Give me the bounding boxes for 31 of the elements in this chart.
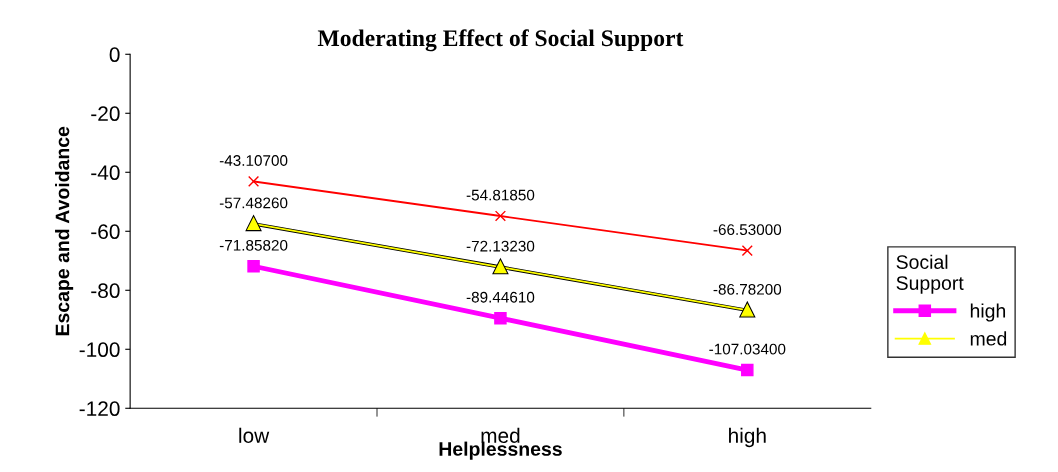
y-tick-label: -20 <box>91 106 120 122</box>
data-label: -89.44610 <box>466 291 535 303</box>
data-label: -57.48260 <box>219 197 288 209</box>
point <box>494 210 506 222</box>
point <box>248 175 260 188</box>
y-axis-title: Escape and Avoidance <box>55 126 74 336</box>
point <box>741 363 754 377</box>
legend-title: Social Support <box>896 254 964 294</box>
point <box>247 260 260 273</box>
legend-label: med <box>970 331 1007 346</box>
y-tick-label: 0 <box>109 47 120 63</box>
y-tick-label: -40 <box>91 165 120 181</box>
y-tick-label: -80 <box>91 283 120 299</box>
data-label: -54.81850 <box>466 189 535 201</box>
data-label: -71.85820 <box>219 239 288 251</box>
y-tick-label: -60 <box>91 224 120 240</box>
x-tick-label: high <box>729 427 766 448</box>
x-tick-label: low <box>239 427 270 444</box>
data-label: -72.13230 <box>466 240 535 252</box>
point <box>494 311 507 325</box>
point <box>741 244 753 257</box>
chart-title: Moderating Effect of Social Support <box>317 29 684 52</box>
x-tick-label: med <box>481 427 520 444</box>
data-label: -66.53000 <box>713 224 782 236</box>
y-tick-label: -100 <box>79 342 120 358</box>
data-label: -86.78200 <box>713 283 782 295</box>
x-axis-title: Helplessness <box>439 441 562 460</box>
legend-label: high <box>970 303 1006 322</box>
data-label: -107.03400 <box>709 343 786 355</box>
y-tick-label: -120 <box>79 401 120 417</box>
data-label: -43.10700 <box>219 155 288 166</box>
